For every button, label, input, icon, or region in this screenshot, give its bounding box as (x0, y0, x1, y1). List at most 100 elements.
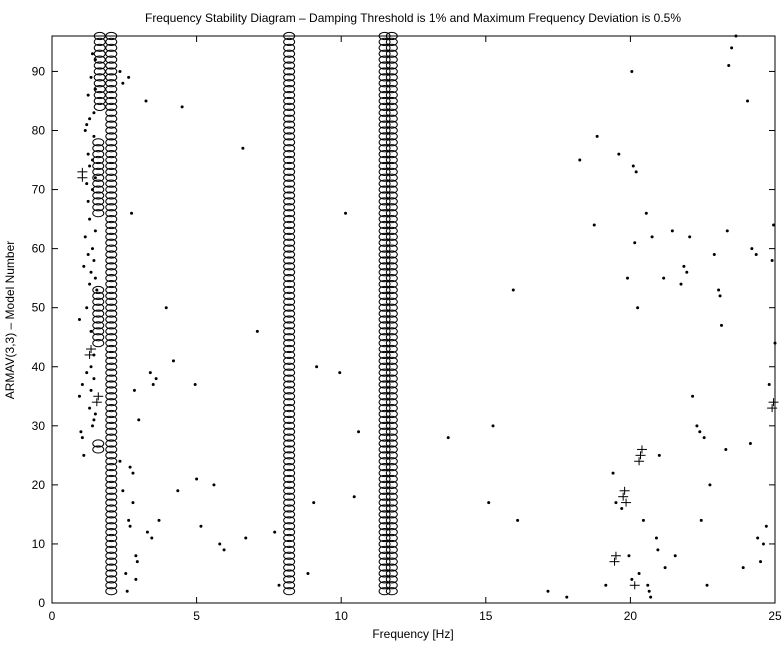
unstable-pole-dot (649, 595, 653, 599)
stable-pole-marker (378, 339, 391, 348)
stable-pole-marker (385, 333, 398, 342)
stable-pole-marker (283, 120, 296, 129)
stable-pole-marker (105, 504, 118, 513)
stable-pole-marker (283, 533, 296, 543)
unstable-pole-dot (630, 577, 634, 581)
stable-pole-marker (105, 150, 118, 159)
unstable-pole-dot (80, 382, 84, 386)
stable-pole-marker (105, 380, 118, 389)
stable-pole-marker (93, 67, 106, 76)
stable-pole-marker (378, 197, 391, 206)
unstable-pole-dot (511, 288, 515, 292)
stable-pole-marker (385, 315, 398, 324)
stable-pole-marker (385, 380, 398, 389)
stable-pole-marker (378, 114, 391, 123)
stable-pole-marker (105, 185, 118, 194)
stable-pole-marker (283, 492, 296, 501)
stable-pole-marker (385, 179, 398, 188)
stable-pole-marker (283, 173, 296, 182)
stable-pole-marker (385, 167, 398, 176)
stable-pole-marker (385, 433, 398, 442)
stable-pole-marker (105, 238, 118, 247)
stable-pole-marker (378, 516, 391, 525)
stable-pole-marker (92, 445, 105, 454)
stable-pole-marker (378, 474, 391, 484)
unstable-pole-dot (770, 258, 774, 262)
unstable-pole-dot (88, 117, 92, 121)
stable-pole-marker (385, 463, 398, 472)
stable-pole-marker (385, 226, 398, 236)
stable-pole-marker (105, 244, 118, 253)
unstable-pole-dot (670, 229, 674, 233)
stable-pole-marker (378, 587, 391, 596)
stable-pole-marker (283, 197, 296, 206)
stable-pole-marker (385, 439, 398, 448)
frequency-stable-marker (91, 398, 102, 407)
stable-pole-marker (378, 244, 391, 253)
unstable-pole-dot (691, 394, 695, 398)
stable-pole-marker (283, 179, 296, 188)
stable-pole-marker (105, 274, 118, 283)
stable-pole-marker (93, 90, 106, 100)
unstable-pole-dot (617, 152, 621, 156)
stable-pole-marker (378, 510, 391, 519)
stable-pole-marker (385, 108, 398, 117)
stable-pole-marker (378, 492, 391, 501)
frequency-stable-marker (610, 551, 621, 560)
stable-pole-marker (378, 309, 391, 318)
stable-pole-marker (378, 463, 391, 472)
stable-pole-marker (283, 250, 296, 259)
unstable-pole-dot (241, 146, 245, 150)
stable-pole-marker (385, 309, 398, 318)
stable-pole-marker (378, 155, 391, 165)
unstable-pole-dot (699, 518, 703, 522)
frequency-stable-marker (634, 457, 645, 466)
unstable-pole-dot (702, 436, 706, 440)
stable-pole-marker (92, 303, 105, 312)
unstable-pole-dot (83, 129, 87, 132)
stable-pole-marker (385, 96, 398, 106)
stable-pole-marker (385, 303, 398, 312)
unstable-pole-dot (750, 247, 754, 251)
unstable-pole-dot (82, 264, 86, 268)
stable-pole-marker (105, 303, 118, 312)
unstable-pole-dot (131, 471, 135, 475)
stable-pole-marker (378, 256, 391, 265)
stable-pole-marker (378, 575, 391, 584)
stable-pole-marker (105, 463, 118, 472)
unstable-pole-dot (772, 223, 776, 227)
stable-pole-marker (385, 238, 398, 247)
unstable-pole-dot (620, 507, 624, 510)
stable-pole-marker (385, 55, 398, 64)
stable-pole-marker (105, 421, 118, 430)
stable-pole-marker (378, 279, 391, 289)
unstable-pole-dot (727, 64, 731, 68)
stable-pole-marker (385, 498, 398, 507)
stable-pole-marker (105, 232, 118, 241)
unstable-pole-dot (88, 217, 92, 221)
stable-pole-marker (105, 220, 118, 230)
stable-pole-marker (378, 468, 391, 478)
unstable-pole-dot (124, 571, 128, 575)
stable-pole-marker (105, 173, 118, 182)
stable-pole-marker (378, 374, 391, 383)
stable-pole-marker (105, 368, 118, 377)
stable-pole-marker (385, 268, 398, 277)
unstable-pole-dot (125, 589, 129, 593)
stable-pole-marker (378, 356, 391, 365)
unstable-pole-dot (86, 253, 90, 257)
unstable-pole-dot (673, 554, 677, 558)
unstable-pole-dot (277, 583, 281, 587)
stable-pole-marker (105, 398, 118, 407)
unstable-pole-dot (654, 536, 658, 540)
stable-pole-marker (378, 504, 391, 513)
unstable-pole-dot (88, 406, 92, 410)
stable-pole-marker (283, 155, 296, 165)
stable-pole-marker (378, 132, 391, 141)
unstable-pole-dot (86, 199, 90, 203)
stable-pole-marker (105, 545, 118, 554)
stable-pole-marker (283, 167, 296, 176)
stable-pole-marker (385, 403, 398, 413)
stable-pole-marker (385, 132, 398, 141)
